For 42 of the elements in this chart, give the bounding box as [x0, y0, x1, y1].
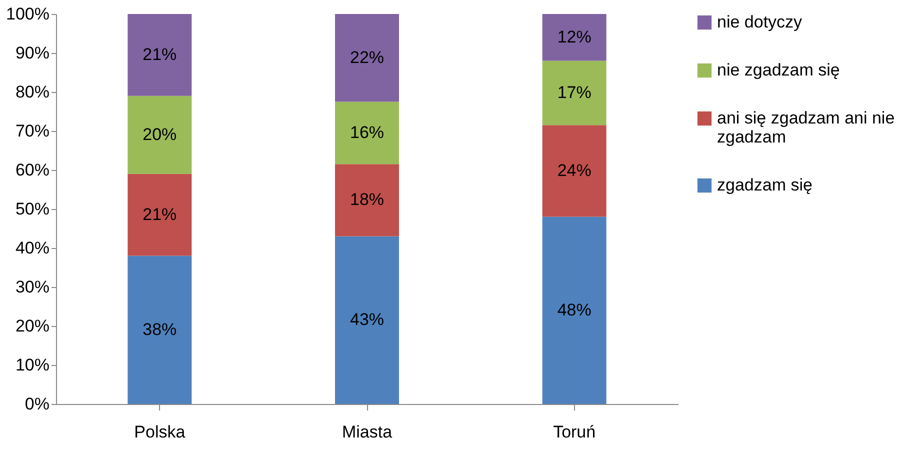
bar — [542, 14, 606, 61]
y-tick-label: 30% — [15, 278, 50, 296]
y-tick-label: 0% — [24, 394, 50, 414]
bar — [542, 216, 606, 404]
y-tick-label: 60% — [15, 160, 50, 180]
data-label: 22% — [350, 48, 384, 67]
bar — [128, 174, 192, 256]
bar — [128, 14, 192, 96]
y-tick-label: 90% — [15, 44, 50, 62]
data-label: 48% — [557, 300, 592, 320]
y-tick-label: 50% — [15, 200, 50, 218]
y-tick-label: 70% — [15, 122, 50, 140]
data-label: 21% — [142, 44, 177, 64]
bar — [335, 164, 399, 236]
legend-label: zgadzam się — [717, 176, 812, 194]
x-tick-label: Miasta — [342, 422, 393, 442]
bar — [542, 60, 606, 126]
data-label: 20% — [142, 124, 177, 144]
legend-label: ani się zgadzam ani nie zgadzam — [717, 108, 895, 146]
x-tick-label: Toruń — [553, 422, 596, 442]
y-tick-label: 20% — [15, 316, 50, 336]
bar — [542, 125, 606, 217]
data-label: 17% — [557, 82, 592, 102]
y-tick-label: 80% — [15, 82, 50, 102]
bar — [335, 14, 399, 102]
data-label: 24% — [557, 160, 592, 180]
y-tick-label: 100% — [6, 4, 50, 24]
legend-label: nie dotyczy — [717, 12, 803, 32]
x-tick-label: Polska — [134, 422, 186, 442]
bar — [335, 102, 399, 164]
data-label: 16% — [350, 122, 384, 142]
y-tick-label: 10% — [15, 356, 50, 374]
data-label: 43% — [350, 310, 384, 330]
bar — [128, 96, 192, 174]
data-label: 12% — [557, 27, 592, 46]
data-label: 21% — [142, 204, 177, 224]
data-label: 38% — [142, 320, 177, 339]
bar — [335, 236, 399, 404]
legend-label: nie zgadzam się — [717, 60, 840, 80]
bar — [128, 256, 192, 404]
data-label: 18% — [350, 190, 384, 210]
y-tick-label: 40% — [15, 238, 50, 258]
